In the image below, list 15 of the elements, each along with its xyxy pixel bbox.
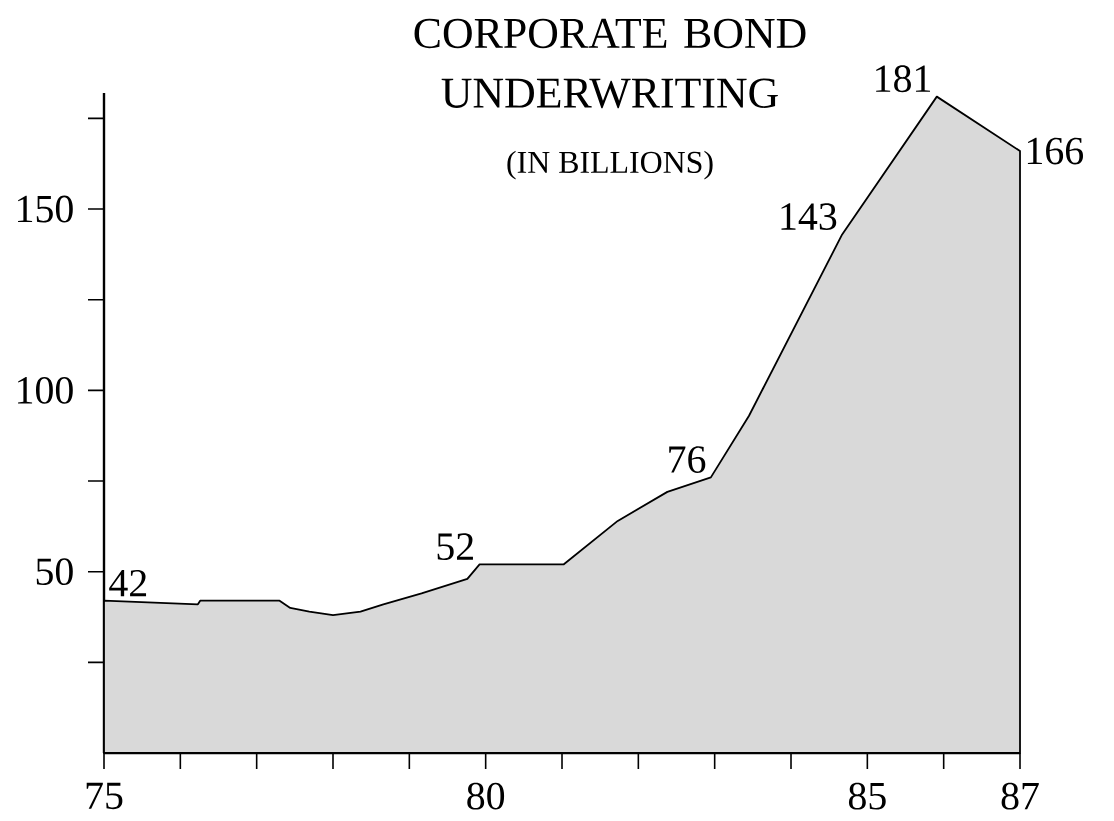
y-tick-label: 50 [36, 558, 73, 586]
text: (IN BILLIONS) [507, 150, 713, 180]
data-label: 166 [1027, 137, 1084, 165]
x-tick-label: 80 [467, 782, 505, 810]
data-label: 42 [109, 569, 147, 597]
x-tick-label: 75 [86, 782, 123, 810]
y-tick-label: 150 [18, 195, 73, 223]
chart-title: CORPORATE BOND UNDERWRITING [414, 18, 806, 109]
x-tick-label: 85 [848, 782, 886, 810]
data-label: 52 [437, 533, 473, 561]
data-label: 76 [669, 446, 706, 473]
x-tick-label: 87 [1001, 782, 1039, 810]
data-label: 181 [876, 65, 931, 93]
y-tick-label: 100 [18, 376, 73, 404]
data-label: 143 [781, 203, 837, 231]
